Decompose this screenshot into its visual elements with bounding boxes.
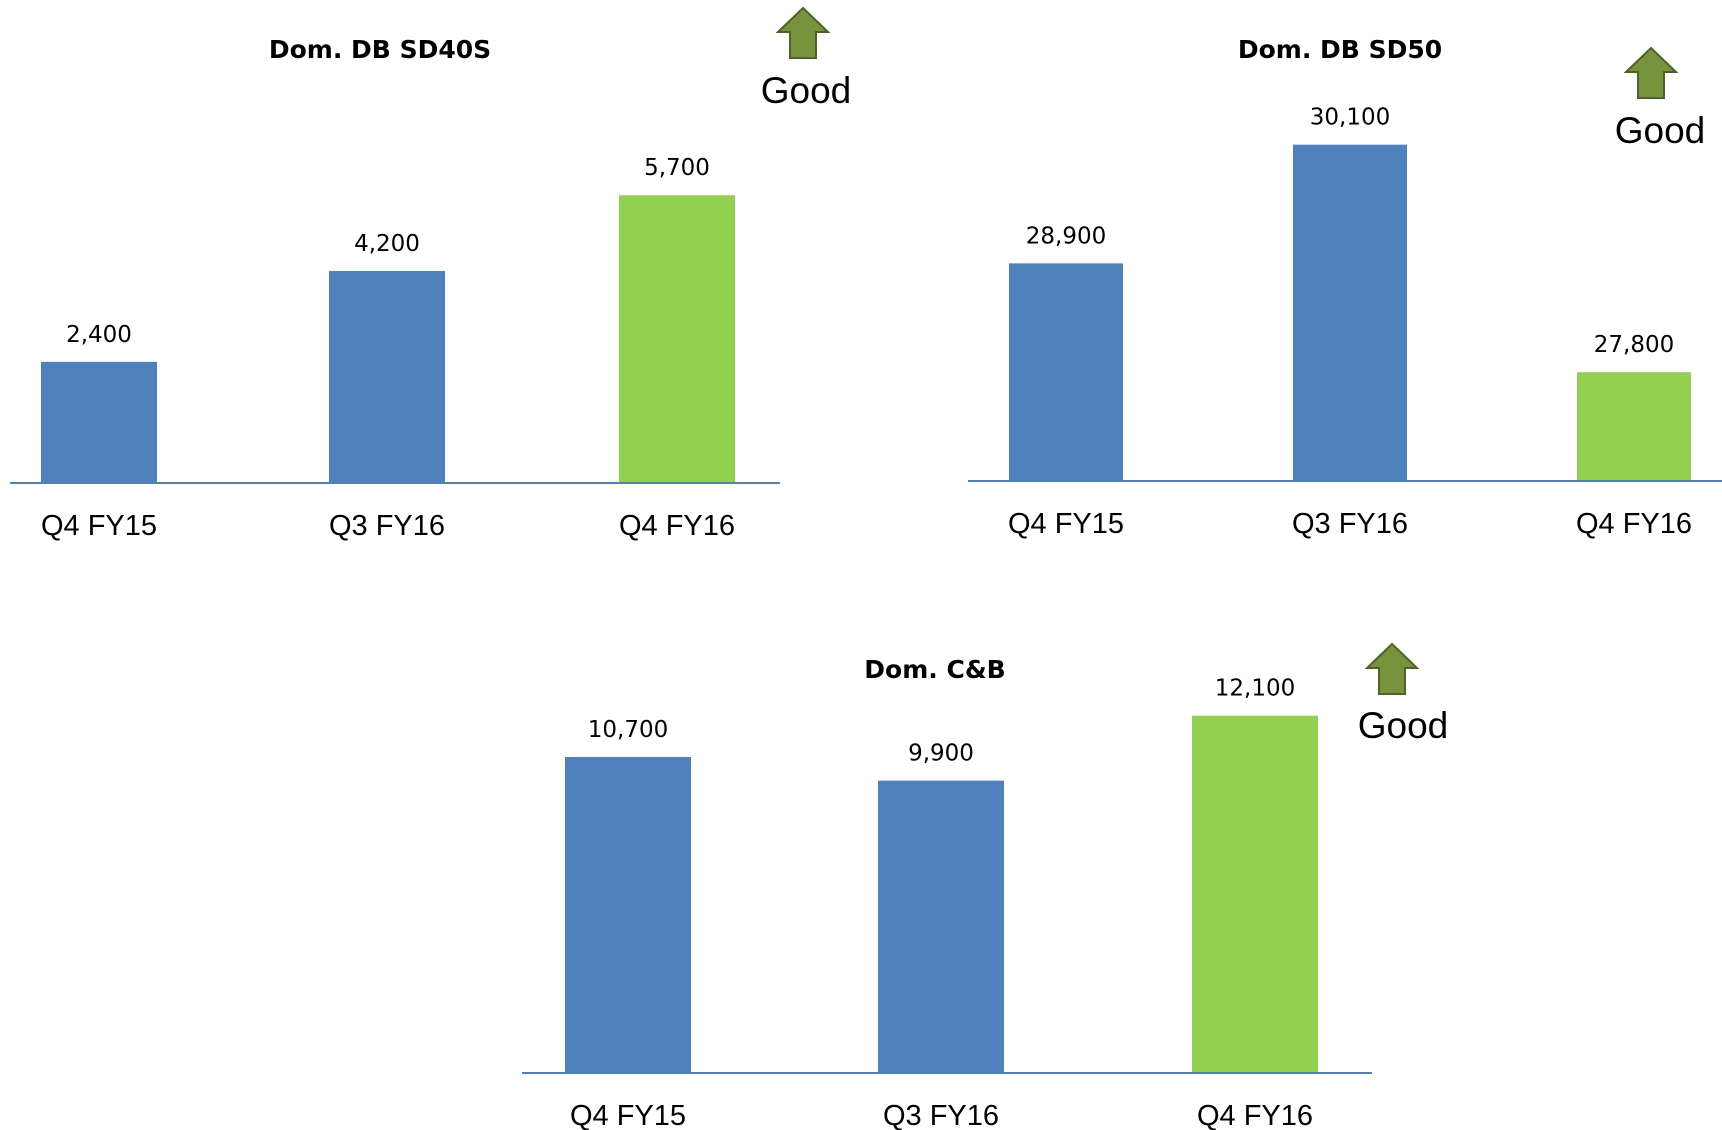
data-label-q3-fy16: 30,100 [1310, 105, 1390, 131]
chart-title: Dom. DB SD50 [1238, 35, 1442, 64]
category-label-q3-fy16: Q3 FY16 [1292, 508, 1408, 540]
chart-svg: Dom. DB SD40S 2,400 Q4 FY15 4,200 Q3 FY16 5,7… [10, 6, 852, 542]
bar-q3-fy16 [878, 780, 1004, 1073]
chart-dom-db-sd40s: Dom. DB SD40S 2,400 Q4 FY15 4,200 Q3 FY16 5,7… [0, 0, 860, 560]
bar-q4-fy16 [619, 195, 735, 483]
data-label-q4-fy15: 10,700 [588, 717, 668, 743]
good-label: Good [1615, 110, 1706, 151]
bar-q4-fy15 [1009, 263, 1123, 481]
up-arrow-icon [1364, 642, 1420, 695]
data-label-q3-fy16: 4,200 [354, 231, 420, 257]
bar-q4-fy16 [1192, 715, 1318, 1073]
bar-q4-fy15 [41, 361, 157, 483]
data-label-q4-fy15: 2,400 [66, 322, 132, 348]
chart-svg: Dom. DB SD50 28,900 Q4 FY15 30,100 Q3 FY16 27… [968, 35, 1722, 540]
data-label-q4-fy16: 12,100 [1215, 676, 1295, 702]
data-label-q4-fy16: 5,700 [644, 155, 710, 181]
category-label-q4-fy15: Q4 FY15 [41, 510, 157, 542]
category-label-q4-fy15: Q4 FY15 [1008, 508, 1124, 540]
up-arrow-icon [1623, 46, 1679, 99]
good-label: Good [1358, 705, 1449, 746]
good-label: Good [761, 70, 852, 111]
chart-title: Dom. DB SD40S [269, 35, 491, 64]
data-label-q4-fy15: 28,900 [1026, 223, 1106, 249]
chart-dom-cb: Dom. C&B 10,700 Q4 FY15 9,900 Q3 FY16 12,100 Q… [500, 620, 1460, 1130]
category-label-q3-fy16: Q3 FY16 [329, 510, 445, 542]
chart-title: Dom. C&B [864, 655, 1005, 684]
bar-q3-fy16 [329, 270, 445, 483]
bar-q4-fy15 [565, 757, 691, 1073]
chart-dom-db-sd50: Dom. DB SD50 28,900 Q4 FY15 30,100 Q3 FY16 27… [960, 0, 1722, 560]
category-label-q4-fy15: Q4 FY15 [570, 1100, 686, 1130]
category-label-q4-fy16: Q4 FY16 [1197, 1100, 1313, 1130]
data-label-q4-fy16: 27,800 [1594, 332, 1674, 358]
bar-q4-fy16 [1577, 372, 1691, 481]
category-label-q4-fy16: Q4 FY16 [619, 510, 735, 542]
bar-q3-fy16 [1293, 144, 1407, 482]
category-label-q4-fy16: Q4 FY16 [1576, 508, 1692, 540]
category-label-q3-fy16: Q3 FY16 [883, 1100, 999, 1130]
data-label-q3-fy16: 9,900 [908, 741, 974, 767]
up-arrow-icon [775, 6, 831, 59]
chart-svg: Dom. C&B 10,700 Q4 FY15 9,900 Q3 FY16 12,100 Q… [522, 642, 1449, 1130]
